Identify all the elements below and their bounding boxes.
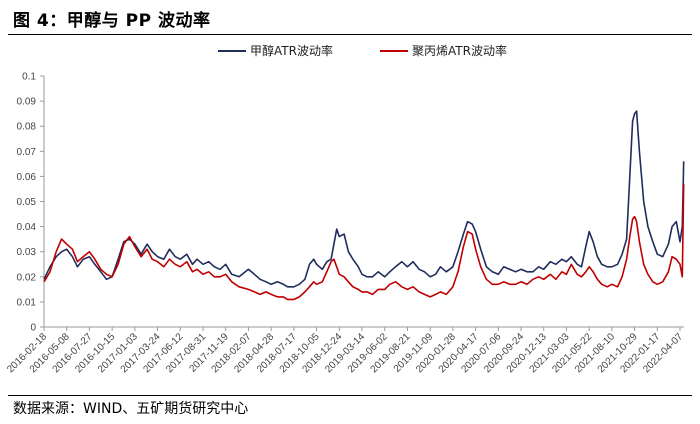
y-tick-label: 0.07 xyxy=(17,147,37,158)
title-divider xyxy=(8,34,692,35)
legend-label: 聚丙烯ATR波动率 xyxy=(412,43,507,58)
series-line-methanol xyxy=(43,110,685,288)
y-tick-label: 0 xyxy=(30,323,36,334)
y-tick-label: 0.06 xyxy=(17,172,37,183)
y-tick-label: 0.09 xyxy=(17,97,37,108)
source-divider xyxy=(8,395,692,396)
y-tick-label: 0.08 xyxy=(17,122,37,133)
y-tick-label: 0.1 xyxy=(22,72,36,83)
legend-label: 甲醇ATR波动率 xyxy=(250,43,333,58)
y-tick-label: 0.02 xyxy=(17,272,37,283)
y-tick-label: 0.03 xyxy=(17,247,37,258)
y-tick-label: 0.01 xyxy=(17,297,37,308)
figure-title: 图 4：甲醇与 PP 波动率 xyxy=(13,11,211,31)
y-tick-label: 0.05 xyxy=(17,197,37,208)
chart-axes: 0 0.01 0.02 0.03 0.04 0.05 0.06 0.07 0.08 0.09 0.1… xyxy=(5,72,685,376)
y-tick-label: 0.04 xyxy=(17,222,37,233)
data-source-note: 数据来源：WIND、五矿期货研究中心 xyxy=(13,401,249,417)
chart-legend: 甲醇ATR波动率 聚丙烯ATR波动率 xyxy=(218,43,507,58)
series-line-polypropylene xyxy=(43,183,685,301)
chart-series xyxy=(43,110,685,301)
